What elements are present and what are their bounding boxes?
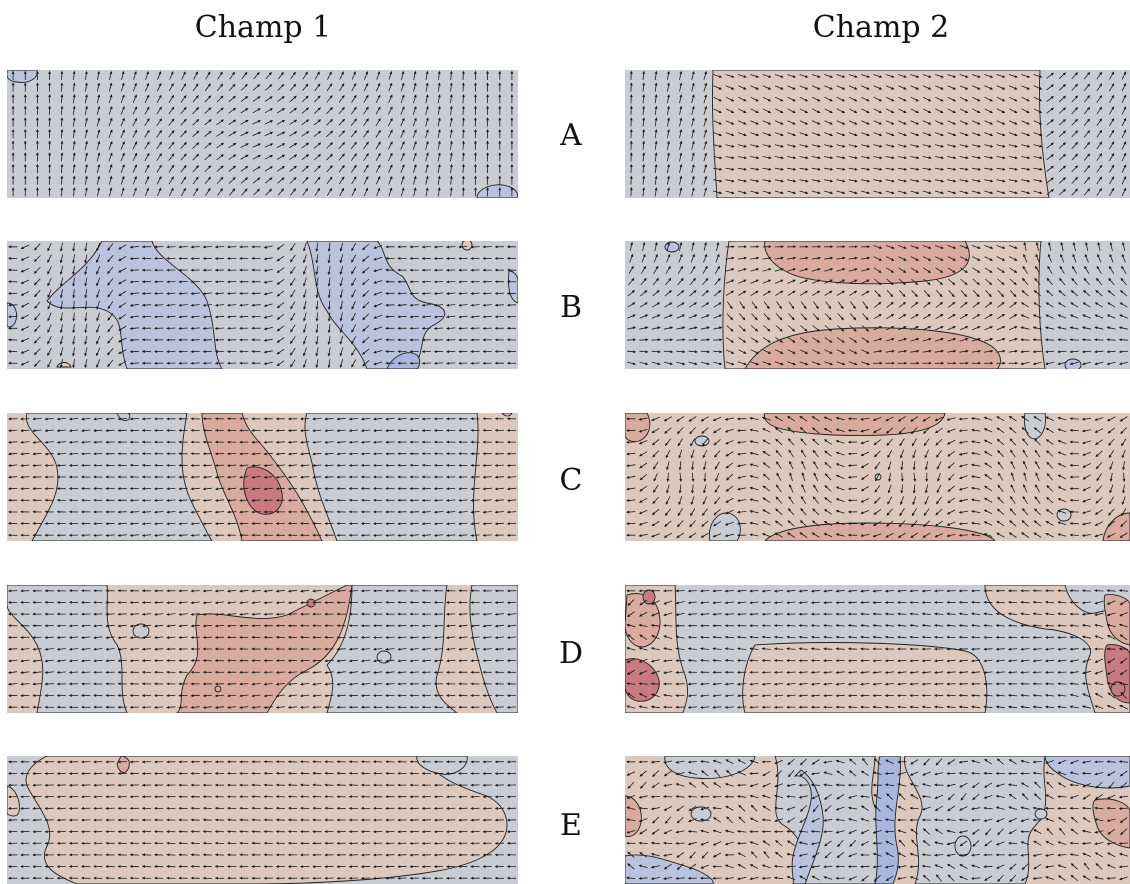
neutral-region xyxy=(694,435,710,447)
warm-region xyxy=(214,685,222,693)
vector-field-e2 xyxy=(625,756,1130,884)
warm-region xyxy=(243,466,283,515)
row-label-c: C xyxy=(559,463,583,498)
vector-field-b2 xyxy=(625,241,1130,369)
cool-region xyxy=(1064,358,1082,369)
field-panel-e-champ-1 xyxy=(7,756,518,884)
field-panel-c-champ-1 xyxy=(7,413,518,541)
field-panel-c-champ-2 xyxy=(625,413,1130,541)
neutral-region xyxy=(1034,808,1048,820)
vector-field-a2 xyxy=(625,70,1130,198)
warm-region xyxy=(461,241,473,251)
vector-field-e1 xyxy=(7,756,518,884)
arrow-glyphs xyxy=(7,760,517,880)
warm-region xyxy=(116,756,130,773)
arrow-glyphs xyxy=(7,242,517,369)
warm-region xyxy=(742,642,988,713)
neutral-region xyxy=(664,756,756,779)
row-label-d: D xyxy=(558,636,584,671)
neutral-region xyxy=(469,585,518,713)
warm-region xyxy=(764,522,996,541)
vector-field-c1 xyxy=(7,413,518,541)
warm-region xyxy=(625,413,651,442)
row-label-a: A xyxy=(560,118,582,153)
field-background xyxy=(7,70,518,198)
arrow-glyphs xyxy=(626,589,1129,710)
field-panel-d-champ-1 xyxy=(7,585,518,713)
arrow-glyphs xyxy=(629,70,1127,197)
warm-region xyxy=(1092,798,1130,849)
cool-region xyxy=(386,352,421,369)
column-title-champ-1: Champ 1 xyxy=(194,10,332,45)
warm-region xyxy=(984,585,1130,713)
vector-field-d1 xyxy=(7,585,518,713)
field-panel-a-champ-1 xyxy=(7,70,518,198)
warm-region xyxy=(763,413,946,436)
arrow-glyphs xyxy=(626,757,1129,882)
arrow-glyphs xyxy=(11,70,514,197)
arrow-glyphs xyxy=(7,417,517,537)
cool-region xyxy=(7,302,18,328)
arrow-glyphs xyxy=(626,416,1128,539)
cool-region xyxy=(7,70,38,83)
field-panel-b-champ-2 xyxy=(625,241,1130,369)
vector-field-b1 xyxy=(7,241,518,369)
row-label-e: E xyxy=(560,808,582,843)
cool-region xyxy=(508,270,518,304)
warm-region xyxy=(306,598,316,608)
neutral-region xyxy=(7,585,128,713)
field-panel-e-champ-2 xyxy=(625,756,1130,884)
warm-region xyxy=(625,658,660,702)
warm-region xyxy=(501,413,513,417)
warm-region xyxy=(625,795,642,837)
neutral-region xyxy=(954,835,972,857)
cool-region xyxy=(1044,756,1130,789)
field-panel-d-champ-2 xyxy=(625,585,1130,713)
row-label-b: B xyxy=(559,290,583,325)
field-panel-b-champ-1 xyxy=(7,241,518,369)
warm-region xyxy=(1102,512,1130,541)
vector-field-a1 xyxy=(7,70,518,198)
column-title-champ-2: Champ 2 xyxy=(812,10,950,45)
arrow-glyphs xyxy=(7,589,517,709)
warm-region xyxy=(744,327,1001,369)
neutral-region xyxy=(690,806,712,822)
field-panel-a-champ-2 xyxy=(625,70,1130,198)
arrow-glyphs xyxy=(626,241,1129,366)
vector-field-d2 xyxy=(625,585,1130,713)
warm-region xyxy=(764,241,970,285)
warm-region xyxy=(1103,594,1130,646)
vector-field-c2 xyxy=(625,413,1130,541)
